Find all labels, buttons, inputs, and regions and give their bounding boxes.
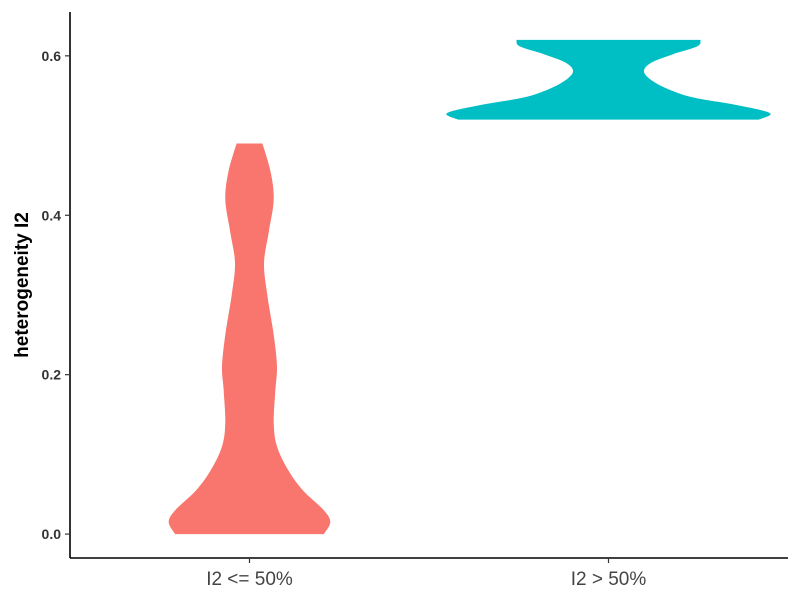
- violin-low-heterogeneity: [168, 143, 331, 535]
- x-axis-ticks: I2 <= 50% I2 > 50%: [206, 558, 646, 590]
- x-tick-label: I2 <= 50%: [206, 569, 293, 590]
- violin-high-heterogeneity: [446, 39, 771, 120]
- y-axis-label: heterogeneity I2: [12, 212, 33, 358]
- violin-layer: [168, 39, 771, 535]
- y-tick-label: 0.2: [42, 367, 62, 383]
- x-tick-label: I2 > 50%: [571, 569, 647, 590]
- y-tick-label: 0.4: [42, 207, 62, 223]
- y-tick-label: 0.0: [42, 526, 62, 542]
- y-tick-label: 0.6: [42, 48, 62, 64]
- y-axis-ticks: 0.0 0.2 0.4 0.6: [42, 48, 70, 542]
